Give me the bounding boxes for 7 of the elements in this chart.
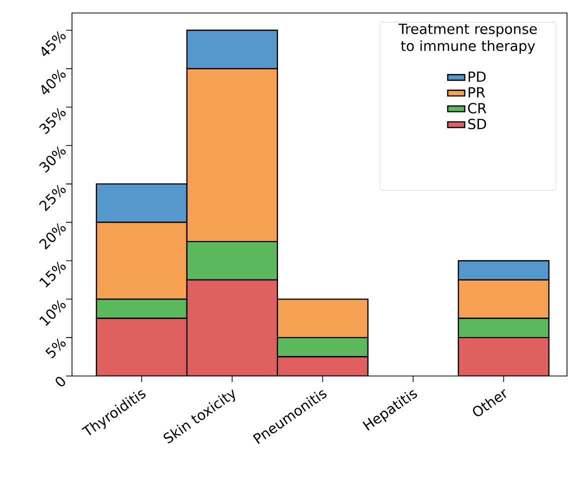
- legend-title: Treatment response to immune therapy: [398, 24, 537, 54]
- legend-label: SD: [468, 118, 486, 130]
- y-tick-label: 5%: [45, 338, 66, 358]
- legend-label: PD: [468, 72, 486, 82]
- legend-label: PR: [468, 87, 486, 98]
- legend-label: CR: [468, 102, 486, 114]
- y-tick-label: 0: [56, 376, 66, 386]
